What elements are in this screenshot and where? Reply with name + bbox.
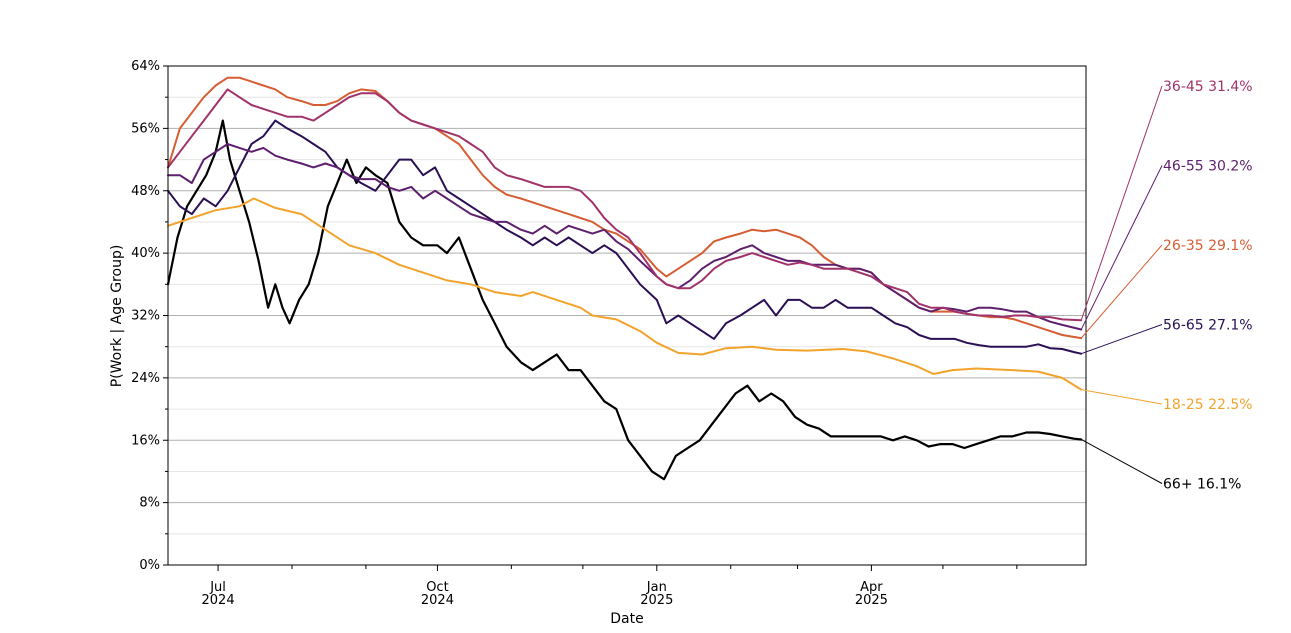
x-tick-month: Apr <box>860 580 883 595</box>
y-tick-label: 40% <box>131 246 160 261</box>
series-line-36-45 <box>167 88 1083 322</box>
end-label-26-35: 26-35 29.1% <box>1163 238 1253 254</box>
series-line-66 <box>166 119 1083 481</box>
leader-line-56-65 <box>1081 324 1163 355</box>
y-tick-label: 32% <box>131 309 160 324</box>
x-tick-year: 2025 <box>640 593 673 608</box>
x-tick-year: 2024 <box>421 593 454 608</box>
leader-line-46-55 <box>1080 165 1163 330</box>
leader-line-18-25 <box>1081 389 1163 405</box>
series-line-46-55 <box>167 143 1083 331</box>
leader-line-36-45 <box>1080 85 1163 321</box>
end-label-46-55: 46-55 30.2% <box>1163 159 1253 175</box>
end-label-66: 66+ 16.1% <box>1163 477 1241 493</box>
y-tick-label: 64% <box>131 59 160 74</box>
leader-line-66 <box>1080 439 1163 484</box>
x-axis-label: Date <box>610 611 643 627</box>
x-tick-year: 2024 <box>202 593 235 608</box>
x-tick-month: Jan <box>646 580 667 595</box>
end-label-18-25: 18-25 22.5% <box>1163 397 1253 413</box>
grid-lines <box>168 96 1086 535</box>
y-tick-label: 0% <box>139 558 160 573</box>
axes: 0%8%16%24%32%40%48%56%64%Jul2024Oct2024J… <box>131 59 1018 608</box>
end-label-36-45: 36-45 31.4% <box>1163 79 1253 95</box>
end-label-56-65: 56-65 27.1% <box>1163 318 1253 334</box>
y-tick-label: 8% <box>139 496 160 511</box>
leader-line-26-35 <box>1080 244 1163 339</box>
end-labels: 36-45 31.4% 46-55 30.2% 26-35 29.1% 56-65 2… <box>1080 79 1253 493</box>
series-line-56-65 <box>167 119 1083 355</box>
y-tick-label: 48% <box>131 184 160 199</box>
series-lines <box>166 76 1083 481</box>
y-tick-label: 24% <box>131 371 160 386</box>
y-tick-label: 56% <box>131 121 160 136</box>
x-tick-month: Jul <box>209 580 226 595</box>
x-tick-month: Oct <box>426 580 448 595</box>
y-axis-label: P(Work | Age Group) <box>109 245 125 388</box>
x-tick-year: 2025 <box>855 593 888 608</box>
y-tick-label: 16% <box>131 433 160 448</box>
series-line-18-25 <box>167 197 1083 391</box>
